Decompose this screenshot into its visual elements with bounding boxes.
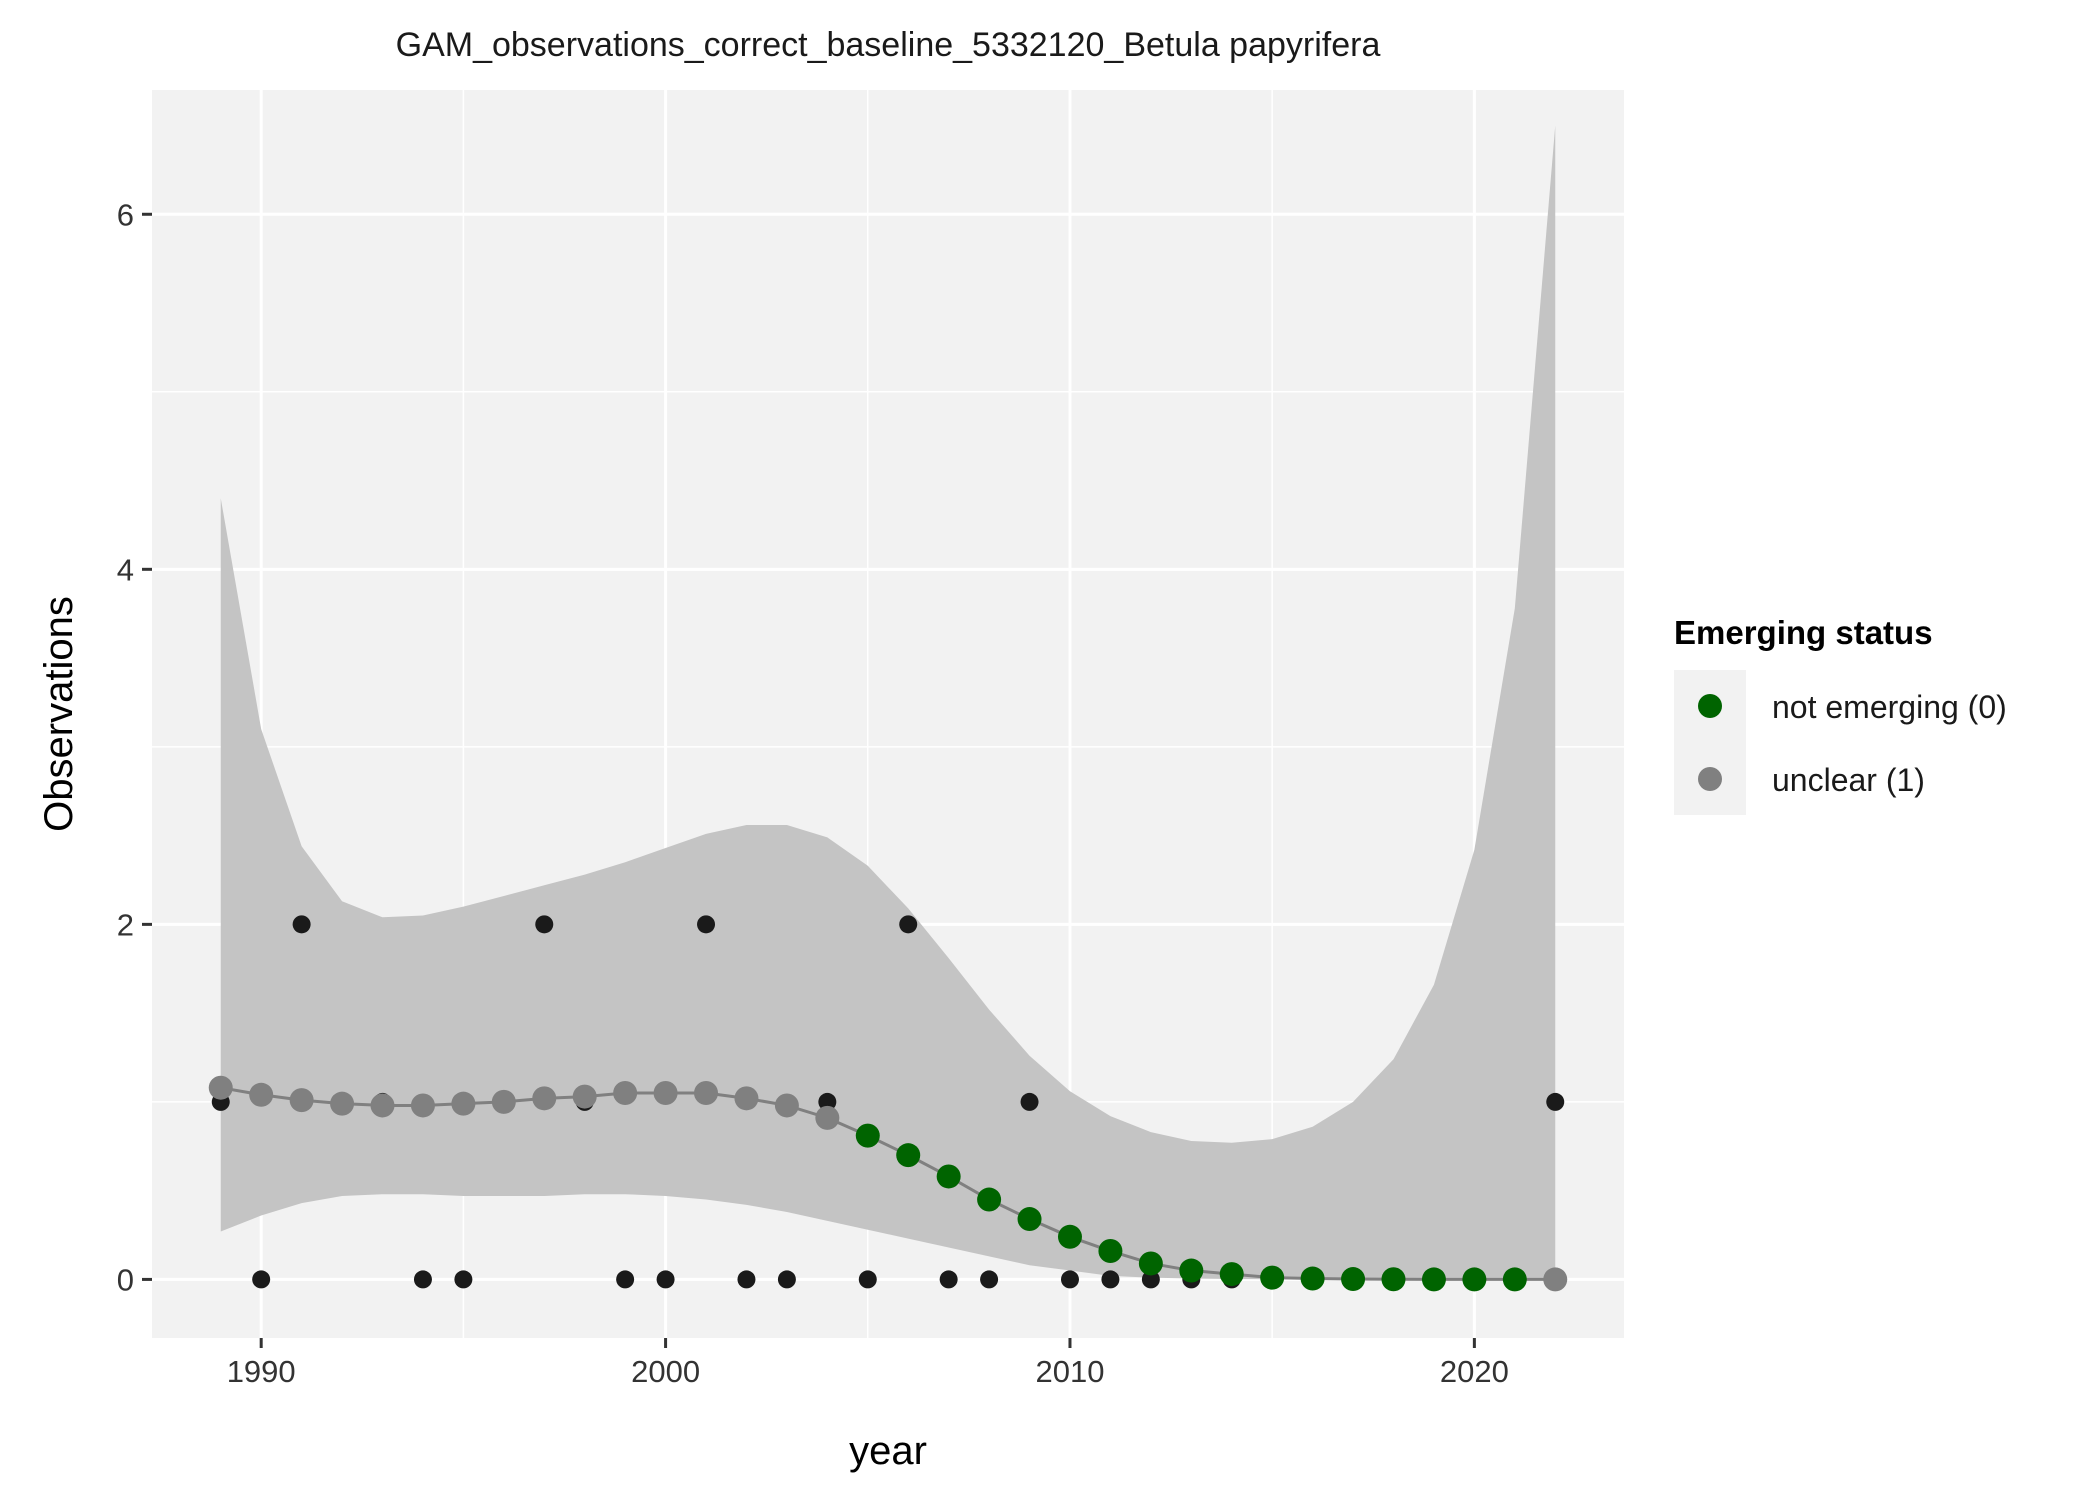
observed-point-1997 [535,915,554,934]
observed-point-1995 [454,1270,473,1289]
fit-point-2006 [896,1143,921,1168]
observed-point-2011 [1101,1270,1120,1289]
chart-title: GAM_observations_correct_baseline_533212… [396,26,1381,64]
fit-point-2002 [734,1086,759,1111]
observed-point-2002 [737,1270,756,1289]
fit-point-2013 [1179,1258,1204,1283]
fit-point-1999 [613,1081,638,1106]
y-tick-label-6: 6 [117,197,134,232]
fit-point-2015 [1260,1265,1285,1290]
fit-point-2009 [1017,1207,1042,1232]
fit-point-2022 [1543,1267,1568,1292]
y-axis: 0 2 4 6 [117,197,152,1297]
fit-point-1990 [249,1082,274,1107]
fit-point-1995 [451,1091,476,1116]
x-tick-label-2000: 2000 [631,1354,700,1389]
legend-key-background [1674,670,1746,815]
fit-line-layer [220,1086,1556,1281]
observed-point-2012 [1141,1270,1160,1289]
fit-points [208,1075,1568,1292]
y-axis-title: Observations [37,596,81,832]
legend-label-unclear: unclear (1) [1772,762,1925,798]
fit-point-2003 [774,1093,799,1118]
fit-point-2020 [1462,1267,1487,1292]
observed-point-2006 [899,915,918,934]
x-tick-label-1990: 1990 [227,1354,296,1389]
observed-point-2007 [939,1270,958,1289]
observed-point-2003 [777,1270,796,1289]
fit-point-1992 [330,1091,355,1116]
fit-point-1997 [532,1086,557,1111]
confidence-ribbon [220,125,1556,1280]
fit-point-2008 [977,1187,1002,1212]
x-axis-title: year [849,1429,927,1473]
observed-point-2000 [656,1270,675,1289]
fit-point-2021 [1502,1267,1527,1292]
y-tick-label-0: 0 [117,1262,134,1297]
legend-dot-unclear [1698,767,1722,791]
x-tick-label-2020: 2020 [1440,1354,1509,1389]
fit-point-1991 [289,1088,314,1113]
fit-point-1994 [410,1093,435,1118]
y-tick-label-2: 2 [117,907,134,942]
y-tick-label-4: 4 [117,552,134,587]
fit-point-2018 [1381,1267,1406,1292]
fit-point-2017 [1341,1267,1366,1292]
observed-point-2005 [858,1270,877,1289]
observed-point-2004 [818,1092,837,1111]
observed-point-2001 [697,915,716,934]
fit-point-1996 [491,1089,516,1114]
observed-point-2022 [1546,1092,1565,1111]
fit-point-2005 [855,1123,880,1148]
legend-title: Emerging status [1674,614,1933,651]
fit-point-2011 [1098,1239,1123,1264]
fit-point-2014 [1219,1262,1244,1287]
fit-point-1989 [208,1075,233,1100]
fit-point-2000 [653,1081,678,1106]
fit-point-2004 [815,1105,840,1130]
fit-point-2016 [1300,1266,1325,1291]
legend-dot-not-emerging [1698,694,1722,718]
observed-point-1999 [616,1270,635,1289]
observed-point-1991 [292,915,311,934]
fit-point-1993 [370,1093,395,1118]
observed-point-2008 [980,1270,999,1289]
x-axis: 1990 2000 2010 2020 [227,1338,1509,1389]
fit-point-2001 [694,1081,719,1106]
observed-point-1990 [252,1270,271,1289]
observed-point-2010 [1060,1270,1079,1289]
fit-point-2012 [1138,1251,1163,1276]
confidence-ribbon-layer [220,125,1556,1280]
fit-point-2019 [1421,1267,1446,1292]
legend: Emerging status not emerging (0) unclear… [1674,614,2007,815]
legend-label-not-emerging: not emerging (0) [1772,689,2007,725]
observed-point-1994 [413,1270,432,1289]
fit-point-2010 [1057,1224,1082,1249]
fit-point-2007 [936,1164,961,1189]
fit-line [220,1086,1556,1281]
x-tick-label-2010: 2010 [1035,1354,1104,1389]
fit-point-1998 [572,1084,597,1109]
observed-point-2009 [1020,1092,1039,1111]
